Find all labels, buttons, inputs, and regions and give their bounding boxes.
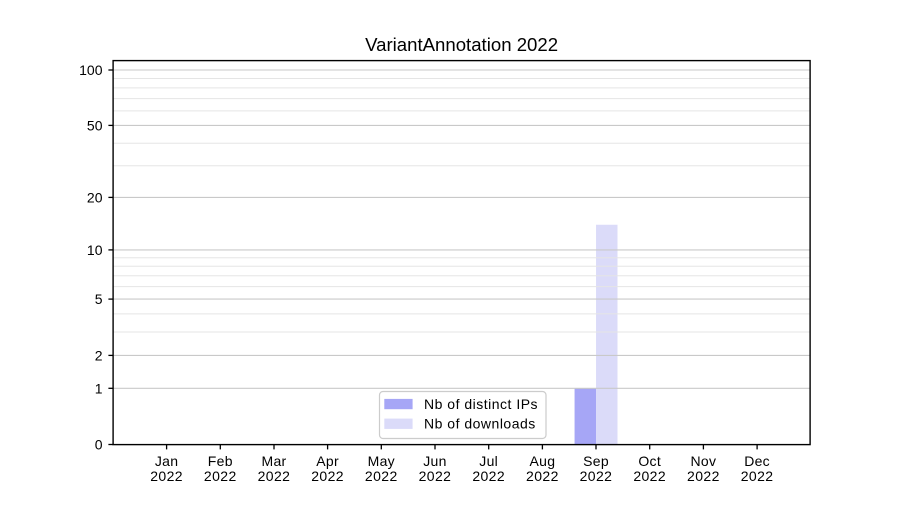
svg-text:2022: 2022: [365, 468, 398, 484]
svg-text:50: 50: [87, 117, 103, 133]
svg-text:Apr: Apr: [316, 453, 339, 469]
svg-text:2022: 2022: [472, 468, 505, 484]
svg-text:2022: 2022: [204, 468, 237, 484]
svg-text:2022: 2022: [419, 468, 452, 484]
svg-text:5: 5: [95, 291, 103, 307]
svg-text:May: May: [368, 453, 395, 469]
svg-text:2022: 2022: [258, 468, 291, 484]
svg-text:Nov: Nov: [691, 453, 717, 469]
svg-text:Aug: Aug: [529, 453, 555, 469]
svg-text:VariantAnnotation 2022: VariantAnnotation 2022: [365, 34, 558, 55]
svg-text:100: 100: [79, 62, 103, 78]
svg-text:Dec: Dec: [744, 453, 770, 469]
svg-text:Mar: Mar: [261, 453, 286, 469]
svg-text:Nb of downloads: Nb of downloads: [424, 416, 536, 432]
svg-text:Nb of distinct IPs: Nb of distinct IPs: [424, 396, 538, 412]
svg-text:2022: 2022: [580, 468, 613, 484]
svg-text:10: 10: [87, 242, 103, 258]
svg-text:1: 1: [95, 380, 103, 396]
svg-text:Jul: Jul: [479, 453, 498, 469]
svg-text:Jan: Jan: [155, 453, 178, 469]
svg-text:2022: 2022: [526, 468, 559, 484]
svg-text:Jun: Jun: [423, 453, 446, 469]
svg-text:2022: 2022: [633, 468, 666, 484]
svg-text:Feb: Feb: [208, 453, 233, 469]
svg-text:2022: 2022: [150, 468, 183, 484]
svg-text:Oct: Oct: [638, 453, 661, 469]
svg-text:Sep: Sep: [583, 453, 609, 469]
svg-text:2022: 2022: [687, 468, 720, 484]
svg-text:2: 2: [95, 347, 103, 363]
svg-text:2022: 2022: [311, 468, 344, 484]
svg-text:20: 20: [87, 189, 103, 205]
svg-text:2022: 2022: [741, 468, 774, 484]
svg-text:0: 0: [95, 437, 103, 453]
